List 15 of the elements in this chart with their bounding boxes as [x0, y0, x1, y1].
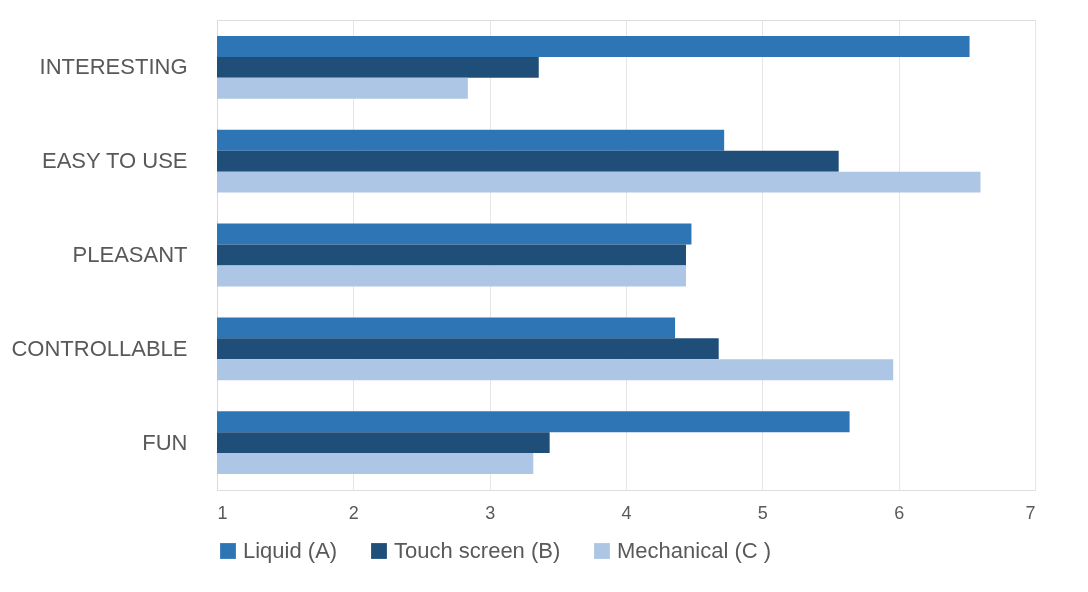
x-tick-label: 1	[217, 502, 228, 523]
y-tick-label: EASY TO USE	[41, 148, 188, 174]
x-tick-label: 5	[757, 502, 768, 523]
x-tick-label: 4	[621, 502, 632, 523]
x-tick-label: 6	[894, 502, 905, 523]
legend-label: Touch screen (B)	[394, 538, 561, 563]
y-tick-label: CONTROLLABLE	[11, 335, 188, 361]
y-tick-label: PLEASANT	[72, 242, 188, 267]
legend-label: Liquid (A)	[243, 538, 338, 563]
x-tick-label: 2	[348, 502, 359, 523]
legend-label: Mechanical (C )	[617, 538, 772, 563]
x-tick-label: 7	[1025, 502, 1036, 523]
y-tick-label: INTERESTING	[39, 54, 188, 80]
y-tick-label: FUN	[142, 429, 188, 455]
x-tick-label: 3	[485, 502, 496, 523]
